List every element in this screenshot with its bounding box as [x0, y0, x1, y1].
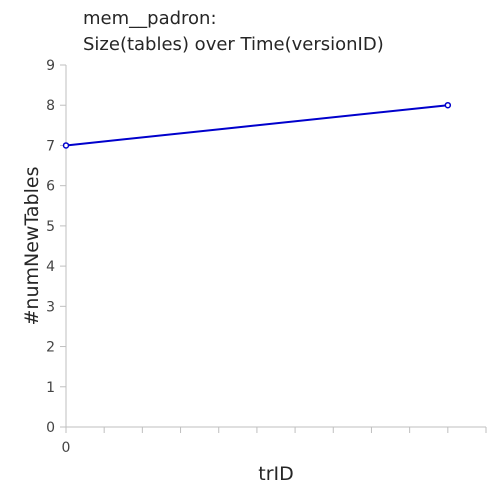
y-tick-label-0: 0 — [46, 420, 55, 436]
x-axis-label: trID — [258, 463, 294, 485]
data-point-0-0 — [62, 142, 70, 149]
y-axis: 0 1 2 3 4 5 6 7 8 9 — [46, 58, 67, 436]
y-tick-label-5: 5 — [46, 219, 55, 235]
x-axis: 0 — [62, 426, 487, 456]
data-point-0-1 — [444, 101, 452, 109]
series-line-0 — [65, 104, 448, 147]
series-layer — [62, 101, 452, 149]
x-tick-label-0: 0 — [62, 440, 71, 456]
y-tick-label-9: 9 — [46, 58, 55, 74]
y-tick-label-3: 3 — [46, 299, 55, 315]
y-tick-label-4: 4 — [46, 259, 55, 275]
y-tick-label-8: 8 — [46, 98, 55, 114]
y-tick-label-2: 2 — [46, 340, 55, 356]
y-axis-label: #numNewTables — [21, 167, 43, 326]
chart-title-line-1: mem__padron: — [83, 8, 217, 29]
chart-title-line-2: Size(tables) over Time(versionID) — [83, 34, 384, 55]
y-tick-label-6: 6 — [46, 179, 55, 195]
y-tick-label-7: 7 — [46, 138, 55, 154]
y-tick-label-1: 1 — [46, 380, 55, 396]
